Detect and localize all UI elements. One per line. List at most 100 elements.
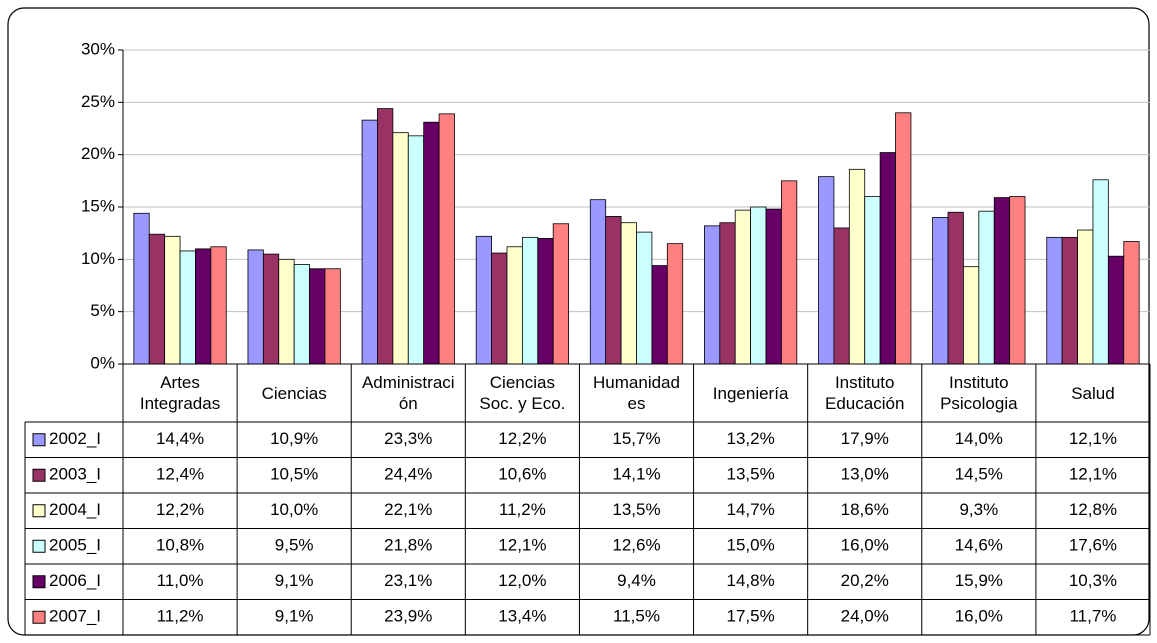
x-tick-label: Salud (1071, 383, 1115, 403)
table-value: 24,4% (384, 465, 432, 484)
table-value: 24,0% (841, 607, 889, 626)
table-value: 12,2% (498, 429, 546, 448)
bar (278, 258, 295, 365)
table-value: 15,9% (955, 571, 1003, 590)
legend-label: 2002_I (49, 429, 101, 448)
bar (293, 264, 310, 365)
table-value: 15,7% (612, 429, 660, 448)
x-tick-label: Artes Integradas (139, 373, 221, 413)
y-tick-label: 30% (81, 39, 115, 58)
table-value: 17,5% (727, 607, 775, 626)
bar (521, 236, 539, 365)
x-tick-label: Ingeniería (712, 383, 789, 403)
bar (423, 121, 440, 365)
table-value: 9,3% (959, 500, 998, 519)
table-value: 15,0% (727, 536, 775, 555)
category-cell: Artes Integradas (139, 373, 221, 413)
bar (833, 227, 850, 365)
table-value: 12,1% (498, 536, 546, 555)
table-value: 17,6% (1069, 536, 1117, 555)
table-value: 12,4% (156, 465, 204, 484)
table-value: 16,0% (841, 536, 889, 555)
legend-swatch (32, 610, 46, 624)
table-value: 14,1% (612, 465, 660, 484)
bar (734, 209, 752, 365)
table-value: 13,5% (727, 465, 775, 484)
bar (392, 132, 409, 365)
bar (247, 249, 264, 365)
x-tick-label: Instituto Educación (825, 373, 905, 413)
bar (210, 246, 227, 365)
table-value: 10,9% (270, 429, 318, 448)
y-tick-label: 25% (81, 92, 115, 111)
table-value: 9,5% (275, 536, 314, 555)
bar (750, 206, 767, 365)
legend-label: 2006_I (49, 571, 101, 590)
bar (148, 233, 166, 365)
table-value: 20,2% (841, 571, 889, 590)
table-value: 17,9% (841, 429, 889, 448)
category-cell: Administración (361, 373, 455, 413)
table-value: 21,8% (384, 536, 432, 555)
table-value: 14,0% (955, 429, 1003, 448)
bar (651, 265, 668, 365)
table-value: 11,2% (157, 607, 204, 626)
table-value: 14,4% (156, 429, 204, 448)
bar (179, 250, 196, 365)
table-value: 14,7% (727, 500, 775, 519)
bar (552, 223, 570, 365)
bar (1092, 179, 1109, 365)
bar (947, 211, 964, 365)
category-cell: Instituto Educación (825, 373, 905, 413)
bar (636, 231, 653, 365)
table-value: 12,1% (1069, 465, 1117, 484)
y-tick-label: 20% (81, 144, 115, 163)
table-value: 23,3% (384, 429, 432, 448)
bar (605, 216, 622, 365)
table-value: 13,0% (841, 465, 889, 484)
bar (703, 225, 721, 365)
table-value: 23,1% (384, 571, 432, 590)
table-value: 14,8% (727, 571, 775, 590)
table-value: 11,5% (613, 607, 660, 626)
bar (932, 217, 949, 365)
bar (491, 252, 508, 365)
bar (1061, 236, 1078, 365)
bar (537, 237, 554, 365)
table-value: 13,4% (498, 607, 546, 626)
table-value: 10,8% (156, 536, 204, 555)
table-value: 12,6% (612, 536, 660, 555)
y-tick-label: 0% (90, 353, 115, 372)
bar (262, 253, 280, 365)
table-value: 16,0% (955, 607, 1003, 626)
legend-swatch (32, 468, 46, 482)
x-tick-label: Humanidades (593, 373, 680, 413)
table-value: 13,5% (612, 500, 660, 519)
table-value: 9,1% (275, 607, 314, 626)
bar (438, 113, 455, 365)
category-cell: Salud (1071, 383, 1115, 403)
bar (818, 176, 835, 365)
bar (719, 222, 736, 365)
bar (407, 135, 425, 365)
table-value: 11,7% (1069, 607, 1116, 626)
x-tick-label: Ciencias Soc. y Eco. (479, 373, 566, 413)
table-value: 9,4% (617, 571, 656, 590)
bar (1107, 255, 1125, 365)
bar (963, 266, 980, 365)
bar (589, 199, 607, 365)
x-tick-label: Administración (361, 373, 455, 413)
bar (1123, 241, 1140, 365)
bar (765, 208, 782, 365)
bar (1046, 236, 1063, 365)
table-value: 9,1% (275, 571, 314, 590)
table-value: 12,8% (1069, 500, 1117, 519)
legend-label: 2003_I (49, 465, 101, 484)
table-value: 14,6% (955, 536, 1003, 555)
bar (993, 197, 1011, 365)
table-value: 11,0% (157, 571, 204, 590)
bar (879, 152, 896, 365)
legend-label: 2004_I (49, 500, 101, 519)
table-value: 12,0% (498, 571, 546, 590)
